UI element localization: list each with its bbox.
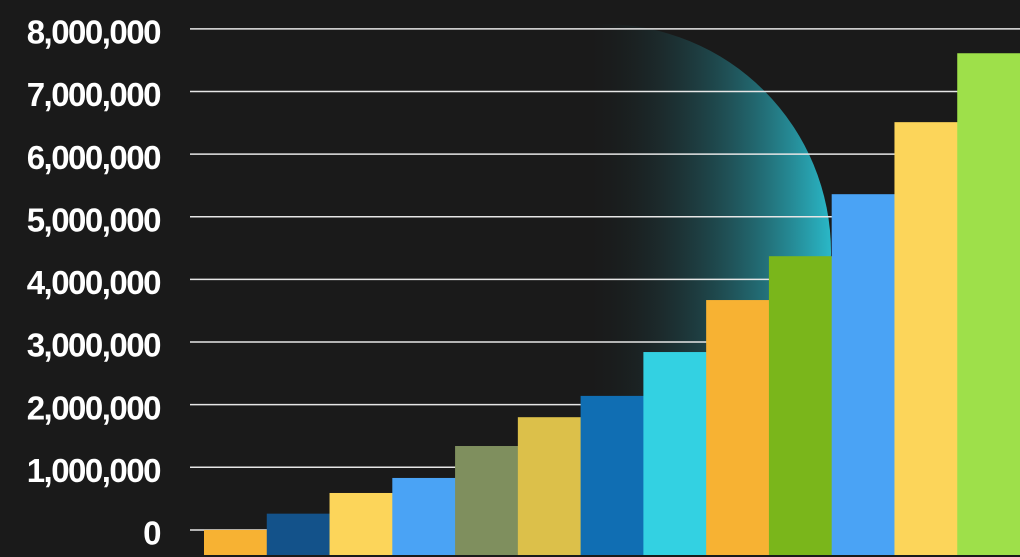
y-tick-label: 3,000,000 — [27, 327, 160, 364]
bar — [831, 194, 895, 555]
y-tick-label: 4,000,000 — [27, 264, 160, 301]
bar — [643, 352, 707, 555]
bar — [580, 395, 644, 555]
bar — [392, 477, 456, 555]
bar — [517, 417, 582, 555]
bar — [455, 446, 519, 555]
y-tick-label: 2,000,000 — [27, 389, 160, 426]
bar — [768, 256, 833, 555]
bar — [894, 122, 958, 555]
y-tick-label: 5,000,000 — [27, 201, 160, 238]
y-tick-label: 1,000,000 — [27, 452, 160, 489]
bar — [706, 300, 770, 555]
y-tick-label: 7,000,000 — [27, 76, 160, 113]
bar — [329, 492, 393, 555]
bar — [204, 529, 268, 555]
bar — [957, 53, 1020, 555]
bar — [266, 513, 331, 555]
y-tick-label: 0 — [143, 515, 160, 552]
y-tick-label: 6,000,000 — [27, 139, 160, 176]
y-tick-label: 8,000,000 — [27, 14, 160, 51]
